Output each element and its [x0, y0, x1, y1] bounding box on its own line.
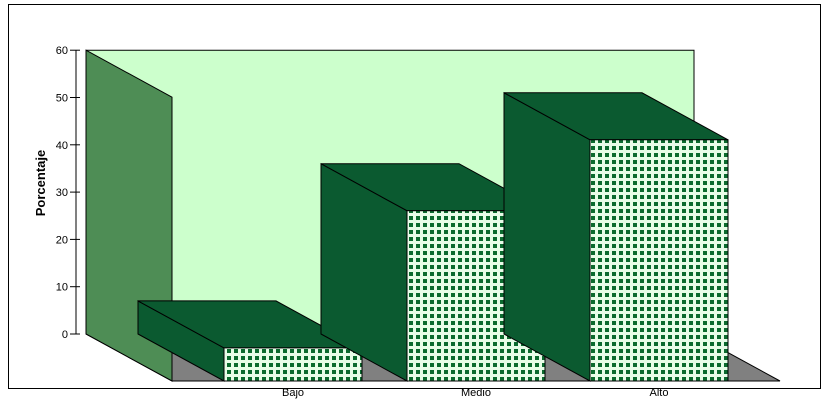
bar-medio [320, 162, 546, 382]
x-tick-label: Alto [650, 387, 669, 399]
y-axis: 0 10 20 30 40 50 60 [56, 45, 80, 341]
y-tick-label: 0 [62, 329, 68, 341]
bar-chart: 0 10 20 30 40 50 60 Porcentaje Bajo Medio Alto [33, 45, 781, 399]
x-axis-labels: Bajo Medio Alto [282, 387, 669, 399]
y-tick-label: 50 [56, 93, 68, 105]
bars [137, 91, 729, 382]
y-tick-label: 10 [56, 282, 68, 294]
y-tick-label: 30 [56, 187, 68, 199]
y-tick-label: 40 [56, 140, 68, 152]
chart-side-wall [85, 49, 173, 382]
x-tick-label: Bajo [282, 387, 304, 399]
bar-side-face [503, 91, 591, 382]
bar-alto [503, 91, 729, 382]
y-axis-title: Porcentaje [33, 150, 48, 216]
y-tick-label: 20 [56, 234, 68, 246]
bar-bajo [137, 300, 363, 382]
bar-front-face [589, 139, 729, 382]
y-tick-label: 60 [56, 45, 68, 57]
bar-front-face [223, 347, 363, 382]
chart-frame: 0 10 20 30 40 50 60 Porcentaje Bajo Medio Alto [8, 4, 821, 399]
x-tick-label: Medio [461, 387, 491, 399]
